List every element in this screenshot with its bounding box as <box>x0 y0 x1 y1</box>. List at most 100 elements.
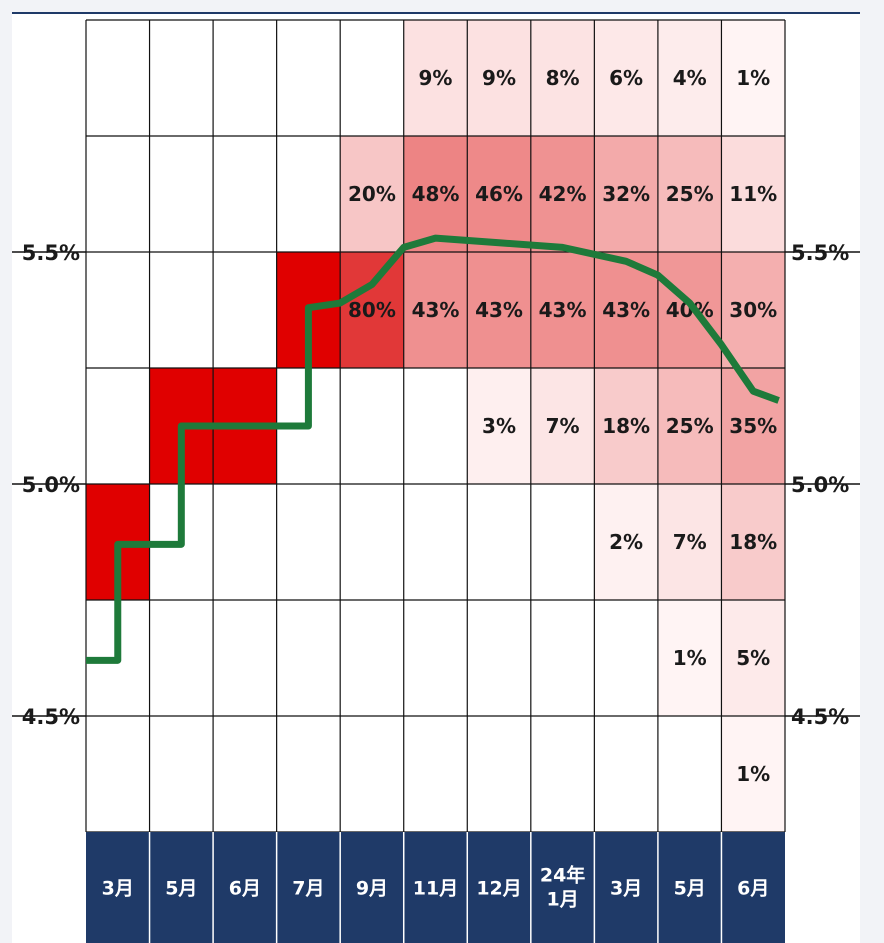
month-label: 1月 <box>546 889 578 911</box>
cell-label: 3% <box>482 414 516 438</box>
y-tick-label-left: 5.0% <box>22 473 80 497</box>
heatmap-cell <box>340 484 404 600</box>
cell-label: 1% <box>736 66 770 90</box>
heatmap-cell <box>213 484 277 600</box>
heatmap-cell <box>340 600 404 716</box>
heatmap-cell <box>403 484 468 600</box>
cell-label: 42% <box>539 182 587 206</box>
heatmap-cell <box>530 600 595 716</box>
month-label: 9月 <box>356 878 388 900</box>
month-label: 3月 <box>610 878 642 900</box>
heatmap-cell <box>340 368 404 484</box>
cell-labels-layer: 9% 9% 8% 6% 4% 1% 20% 48% 46% 42% 32% 25% 11% 80% 43% 4… <box>348 66 777 786</box>
cell-label: 6% <box>609 66 643 90</box>
heatmap-cell <box>403 368 468 484</box>
heatmap-cell <box>657 716 722 832</box>
y-axis-labels-layer: 5.5% 5.5% 5.0% 5.0% 4.5% 4.5% <box>12 241 860 729</box>
cell-label: 9% <box>419 66 453 90</box>
heatmap-cell <box>276 20 341 136</box>
cell-label: 48% <box>412 182 460 206</box>
month-label: 24年 <box>540 864 585 887</box>
cell-label: 8% <box>546 66 580 90</box>
heatmap-cell <box>213 20 277 136</box>
heatmap-cell <box>276 136 341 252</box>
heatmap-cell <box>213 252 277 368</box>
heatmap-cell <box>594 368 658 484</box>
heatmap-cell <box>530 136 595 252</box>
heatmap-cell <box>276 484 341 600</box>
expected-rate-line <box>86 234 780 664</box>
cell-label: 9% <box>482 66 516 90</box>
heatmap-cell <box>594 20 658 136</box>
heatmap-cell <box>721 20 785 136</box>
cell-label: 46% <box>475 182 523 206</box>
cell-label: 35% <box>729 414 777 438</box>
month-label: 3月 <box>102 878 134 900</box>
heatmap-cell <box>657 600 722 716</box>
heatmap-cell <box>467 136 531 252</box>
cell-label: 2% <box>609 530 643 554</box>
cell-label: 43% <box>412 298 460 322</box>
cell-label: 5% <box>736 646 770 670</box>
heatmap-cell <box>149 252 214 368</box>
heatmap-cell <box>657 136 722 252</box>
heatmap-cell <box>149 600 214 716</box>
cell-label: 25% <box>666 414 714 438</box>
heatmap-cell <box>467 600 531 716</box>
heatmap-cell <box>467 368 531 484</box>
heatmap-cell <box>530 368 595 484</box>
cell-label: 43% <box>539 298 587 322</box>
y-tick-label-left: 5.5% <box>22 241 80 265</box>
heatmap-cell <box>721 252 785 368</box>
heatmap-cell <box>594 136 658 252</box>
month-label: 6月 <box>229 878 261 900</box>
heatmap-cell <box>86 136 150 252</box>
month-label: 7月 <box>292 878 324 900</box>
heatmap-cell <box>467 252 531 368</box>
cell-label: 7% <box>673 530 707 554</box>
heatmap-cell <box>467 716 531 832</box>
heatmap-cell <box>657 252 722 368</box>
cell-label: 30% <box>729 298 777 322</box>
cell-label: 20% <box>348 182 396 206</box>
heatmap-cell <box>149 20 214 136</box>
heatmap-cell <box>594 600 658 716</box>
month-label: 5月 <box>165 878 197 900</box>
heatmap-cell <box>149 136 214 252</box>
heatmap-cell <box>403 252 468 368</box>
heatmap-cell <box>530 252 595 368</box>
heatmap-cell <box>340 20 404 136</box>
y-tick-label-right: 5.5% <box>791 241 849 265</box>
cell-label: 18% <box>729 530 777 554</box>
cell-label: 32% <box>602 182 650 206</box>
heatmap-cell <box>657 484 722 600</box>
month-label: 6月 <box>737 878 769 900</box>
heatmap-cell <box>657 20 722 136</box>
cell-label: 11% <box>729 182 777 206</box>
month-label: 11月 <box>413 878 458 900</box>
cell-label: 1% <box>736 762 770 786</box>
cell-label: 43% <box>602 298 650 322</box>
heatmap-cell <box>213 600 277 716</box>
heatmap-cell <box>721 600 785 716</box>
heatmap-cell <box>530 484 595 600</box>
y-tick-label-right: 5.0% <box>791 473 849 497</box>
y-tick-label-left: 4.5% <box>22 705 80 729</box>
heatmap-cell <box>594 716 658 832</box>
cell-label: 1% <box>673 646 707 670</box>
cell-label: 7% <box>546 414 580 438</box>
heatmap-cell <box>340 716 404 832</box>
heatmap-cell <box>530 716 595 832</box>
heatmap-cell <box>403 20 468 136</box>
heatmap-cell <box>657 368 722 484</box>
top-border <box>12 12 860 14</box>
heatmap-cell <box>721 484 785 600</box>
cell-label: 25% <box>666 182 714 206</box>
heatmap-cell <box>721 136 785 252</box>
heatmap-cell <box>721 716 785 832</box>
heatmap-cell <box>340 136 404 252</box>
heatmap-cell <box>594 484 658 600</box>
heatmap-cell <box>340 252 404 368</box>
